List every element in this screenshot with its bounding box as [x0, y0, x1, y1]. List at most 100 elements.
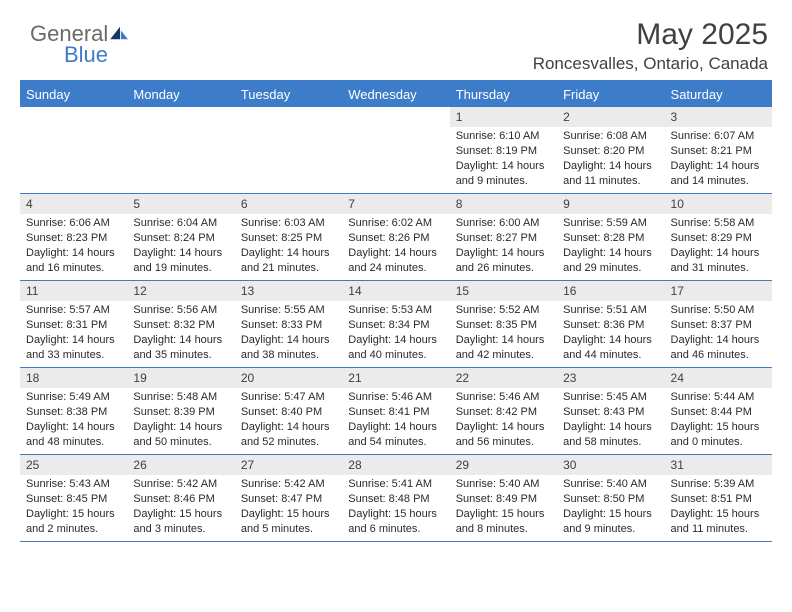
sunset-text: Sunset: 8:23 PM: [26, 231, 121, 246]
daylight-line2: and 54 minutes.: [348, 435, 443, 450]
day-content: Sunrise: 5:40 AMSunset: 8:50 PMDaylight:…: [557, 475, 664, 540]
day-content: Sunrise: 6:10 AMSunset: 8:19 PMDaylight:…: [450, 127, 557, 192]
sunset-text: Sunset: 8:33 PM: [241, 318, 336, 333]
daylight-line1: Daylight: 14 hours: [671, 246, 766, 261]
sunrise-text: Sunrise: 5:41 AM: [348, 477, 443, 492]
day-number: 21: [342, 368, 449, 388]
day-cell: 29Sunrise: 5:40 AMSunset: 8:49 PMDayligh…: [450, 455, 557, 541]
week-row: 1Sunrise: 6:10 AMSunset: 8:19 PMDaylight…: [20, 107, 772, 194]
day-header-thursday: Thursday: [450, 82, 557, 107]
day-cell: 16Sunrise: 5:51 AMSunset: 8:36 PMDayligh…: [557, 281, 664, 367]
sunrise-text: Sunrise: 5:40 AM: [563, 477, 658, 492]
week-row: 11Sunrise: 5:57 AMSunset: 8:31 PMDayligh…: [20, 281, 772, 368]
day-content: Sunrise: 5:53 AMSunset: 8:34 PMDaylight:…: [342, 301, 449, 366]
day-cell: 18Sunrise: 5:49 AMSunset: 8:38 PMDayligh…: [20, 368, 127, 454]
day-content: Sunrise: 5:41 AMSunset: 8:48 PMDaylight:…: [342, 475, 449, 540]
day-header-row: SundayMondayTuesdayWednesdayThursdayFrid…: [20, 82, 772, 107]
day-cell: 14Sunrise: 5:53 AMSunset: 8:34 PMDayligh…: [342, 281, 449, 367]
day-content: Sunrise: 5:59 AMSunset: 8:28 PMDaylight:…: [557, 214, 664, 279]
sunset-text: Sunset: 8:51 PM: [671, 492, 766, 507]
logo-sail-icon: [110, 28, 130, 45]
sunrise-text: Sunrise: 6:06 AM: [26, 216, 121, 231]
day-content: Sunrise: 6:07 AMSunset: 8:21 PMDaylight:…: [665, 127, 772, 192]
sunset-text: Sunset: 8:19 PM: [456, 144, 551, 159]
sunrise-text: Sunrise: 5:55 AM: [241, 303, 336, 318]
sunrise-text: Sunrise: 5:46 AM: [456, 390, 551, 405]
daylight-line1: Daylight: 14 hours: [456, 159, 551, 174]
daylight-line1: Daylight: 14 hours: [348, 420, 443, 435]
day-cell: 7Sunrise: 6:02 AMSunset: 8:26 PMDaylight…: [342, 194, 449, 280]
sunset-text: Sunset: 8:37 PM: [671, 318, 766, 333]
daylight-line2: and 8 minutes.: [456, 522, 551, 537]
day-cell: 2Sunrise: 6:08 AMSunset: 8:20 PMDaylight…: [557, 107, 664, 193]
sunrise-text: Sunrise: 5:50 AM: [671, 303, 766, 318]
day-cell: 17Sunrise: 5:50 AMSunset: 8:37 PMDayligh…: [665, 281, 772, 367]
day-number: 1: [450, 107, 557, 127]
sunrise-text: Sunrise: 5:59 AM: [563, 216, 658, 231]
sunrise-text: Sunrise: 5:57 AM: [26, 303, 121, 318]
sunrise-text: Sunrise: 5:46 AM: [348, 390, 443, 405]
sunrise-text: Sunrise: 6:02 AM: [348, 216, 443, 231]
day-number: 9: [557, 194, 664, 214]
day-content: Sunrise: 5:48 AMSunset: 8:39 PMDaylight:…: [127, 388, 234, 453]
day-content: Sunrise: 5:55 AMSunset: 8:33 PMDaylight:…: [235, 301, 342, 366]
day-number: 22: [450, 368, 557, 388]
day-cell: 21Sunrise: 5:46 AMSunset: 8:41 PMDayligh…: [342, 368, 449, 454]
day-content: Sunrise: 6:03 AMSunset: 8:25 PMDaylight:…: [235, 214, 342, 279]
day-content: Sunrise: 5:51 AMSunset: 8:36 PMDaylight:…: [557, 301, 664, 366]
sunset-text: Sunset: 8:38 PM: [26, 405, 121, 420]
sunrise-text: Sunrise: 5:39 AM: [671, 477, 766, 492]
day-header-wednesday: Wednesday: [342, 82, 449, 107]
empty-cell: [235, 107, 342, 193]
daylight-line1: Daylight: 14 hours: [563, 333, 658, 348]
empty-cell: [20, 107, 127, 193]
day-number: 2: [557, 107, 664, 127]
daylight-line2: and 50 minutes.: [133, 435, 228, 450]
sunset-text: Sunset: 8:45 PM: [26, 492, 121, 507]
day-number: 31: [665, 455, 772, 475]
daylight-line1: Daylight: 15 hours: [133, 507, 228, 522]
sunset-text: Sunset: 8:35 PM: [456, 318, 551, 333]
daylight-line2: and 29 minutes.: [563, 261, 658, 276]
day-content: Sunrise: 5:40 AMSunset: 8:49 PMDaylight:…: [450, 475, 557, 540]
sunrise-text: Sunrise: 5:47 AM: [241, 390, 336, 405]
day-number: 28: [342, 455, 449, 475]
day-content: Sunrise: 5:52 AMSunset: 8:35 PMDaylight:…: [450, 301, 557, 366]
day-number: 6: [235, 194, 342, 214]
sunrise-text: Sunrise: 5:45 AM: [563, 390, 658, 405]
day-content: Sunrise: 6:04 AMSunset: 8:24 PMDaylight:…: [127, 214, 234, 279]
day-number: 25: [20, 455, 127, 475]
day-cell: 23Sunrise: 5:45 AMSunset: 8:43 PMDayligh…: [557, 368, 664, 454]
day-number: 23: [557, 368, 664, 388]
sunrise-text: Sunrise: 6:07 AM: [671, 129, 766, 144]
sunset-text: Sunset: 8:39 PM: [133, 405, 228, 420]
daylight-line2: and 40 minutes.: [348, 348, 443, 363]
sunset-text: Sunset: 8:31 PM: [26, 318, 121, 333]
sunset-text: Sunset: 8:26 PM: [348, 231, 443, 246]
daylight-line1: Daylight: 15 hours: [671, 420, 766, 435]
sunset-text: Sunset: 8:25 PM: [241, 231, 336, 246]
daylight-line2: and 3 minutes.: [133, 522, 228, 537]
day-number: 10: [665, 194, 772, 214]
sunset-text: Sunset: 8:44 PM: [671, 405, 766, 420]
daylight-line1: Daylight: 15 hours: [241, 507, 336, 522]
daylight-line2: and 2 minutes.: [26, 522, 121, 537]
day-content: Sunrise: 6:00 AMSunset: 8:27 PMDaylight:…: [450, 214, 557, 279]
sunrise-text: Sunrise: 5:44 AM: [671, 390, 766, 405]
daylight-line2: and 26 minutes.: [456, 261, 551, 276]
day-content: Sunrise: 5:49 AMSunset: 8:38 PMDaylight:…: [20, 388, 127, 453]
daylight-line1: Daylight: 15 hours: [671, 507, 766, 522]
daylight-line1: Daylight: 14 hours: [133, 333, 228, 348]
daylight-line2: and 35 minutes.: [133, 348, 228, 363]
sunset-text: Sunset: 8:50 PM: [563, 492, 658, 507]
daylight-line2: and 9 minutes.: [563, 522, 658, 537]
day-number: 8: [450, 194, 557, 214]
daylight-line2: and 44 minutes.: [563, 348, 658, 363]
sunrise-text: Sunrise: 5:53 AM: [348, 303, 443, 318]
daylight-line1: Daylight: 14 hours: [456, 246, 551, 261]
daylight-line2: and 5 minutes.: [241, 522, 336, 537]
day-number: 13: [235, 281, 342, 301]
daylight-line2: and 21 minutes.: [241, 261, 336, 276]
sunset-text: Sunset: 8:47 PM: [241, 492, 336, 507]
day-number: 18: [20, 368, 127, 388]
